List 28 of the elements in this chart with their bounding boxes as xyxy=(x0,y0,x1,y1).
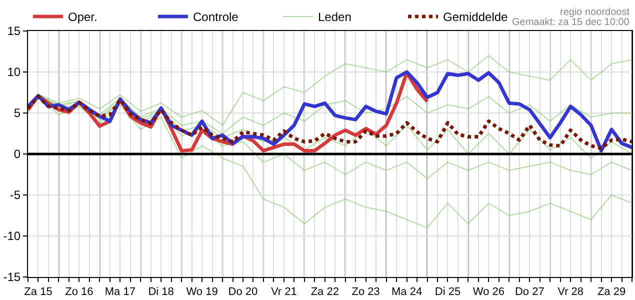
x-tick-label: Di 25 xyxy=(434,286,461,298)
x-tick-label: Wo 26 xyxy=(472,286,504,298)
x-tick-label: Vr 21 xyxy=(270,286,297,298)
y-tick-label: 5 xyxy=(14,106,21,120)
y-tick-label: -5 xyxy=(10,188,21,202)
x-tick-label: Za 22 xyxy=(310,286,339,298)
legend-label: Controle xyxy=(193,10,239,24)
legend-label: Leden xyxy=(318,10,352,24)
x-tick-label: Ma 24 xyxy=(391,286,422,298)
legend-label: Gemiddelde xyxy=(443,10,508,24)
x-tick-label: Do 27 xyxy=(514,286,544,298)
text: Gemaakt: za 15 dec 10:00 xyxy=(512,17,630,28)
x-tick-label: Do 20 xyxy=(228,286,258,298)
y-tick-label: -10 xyxy=(3,229,21,244)
x-tick-label: Za 29 xyxy=(597,286,626,298)
legend-label: Oper. xyxy=(68,10,98,24)
x-tick-label: Wo 19 xyxy=(186,286,218,298)
y-tick-label: -15 xyxy=(3,270,21,284)
text: regio noordoost xyxy=(560,7,630,18)
x-tick-label: Zo 23 xyxy=(352,286,380,298)
y-tick-label: 15 xyxy=(7,24,21,38)
x-tick-label: Za 15 xyxy=(24,286,52,298)
x-tick-label: Di 18 xyxy=(148,286,174,298)
y-tick-label: 0 xyxy=(14,147,21,162)
x-tick-label: Zo 16 xyxy=(65,286,94,298)
x-tick-label: Vr 28 xyxy=(558,286,584,298)
x-tick-label: Ma 17 xyxy=(104,286,136,298)
y-tick-label: 10 xyxy=(7,65,21,80)
